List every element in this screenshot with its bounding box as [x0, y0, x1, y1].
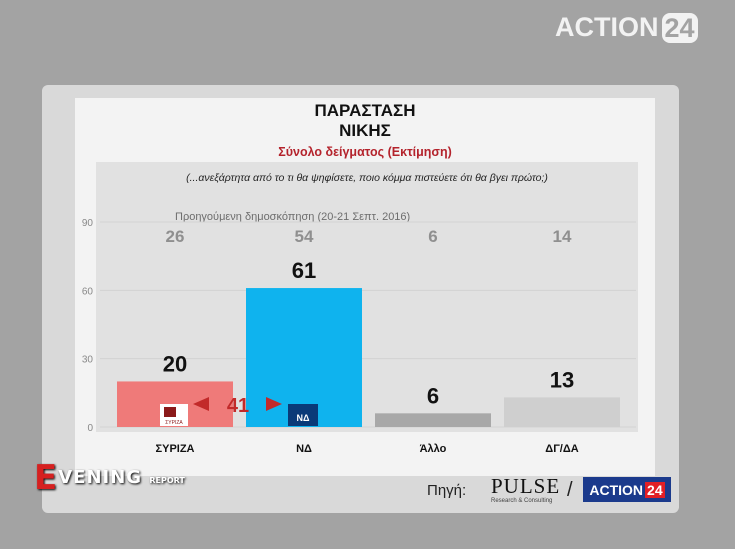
previous-value-label: 6	[428, 227, 437, 246]
previous-value-label: 54	[295, 227, 314, 246]
previous-value-label: 14	[553, 227, 572, 246]
action24-logo: ACTION 24	[583, 477, 671, 502]
y-tick-label: 60	[82, 286, 94, 297]
y-tick-label: 90	[82, 218, 94, 229]
y-tick-label: 30	[82, 355, 94, 366]
gap-value: 41	[227, 395, 249, 417]
gap-indicator: 41	[193, 395, 282, 417]
bar-value-label: 6	[427, 383, 439, 408]
source-label: Πηγή:	[427, 482, 467, 499]
source-separator: /	[567, 479, 573, 501]
syriza-logo: ΣΥΡΙΖΑ	[160, 404, 188, 426]
nd-logo: ΝΔ	[288, 404, 318, 426]
syriza-logo-text: ΣΥΡΙΖΑ	[165, 420, 183, 426]
chart-subtitle: Σύνολο δείγματος (Εκτίμηση)	[278, 145, 452, 159]
gap-arrow-left	[193, 397, 209, 411]
category-label: ΔΓ/ΔΑ	[545, 443, 578, 455]
bars	[117, 288, 620, 427]
bar-2	[375, 413, 491, 427]
bar-1	[246, 288, 362, 427]
previous-value-label: 26	[166, 227, 185, 246]
nd-logo-text: ΝΔ	[297, 413, 310, 423]
bar-value-label: 20	[163, 351, 187, 376]
pulse-subtitle: Research & Consulting	[491, 498, 553, 504]
category-label: ΝΔ	[296, 443, 312, 455]
bar-3	[504, 397, 620, 427]
syriza-logo-mark	[164, 407, 176, 417]
previous-poll-label: Προηγούμενη δημοσκόπηση (20-21 Σεπτ. 201…	[175, 211, 411, 223]
bar-value-label: 61	[292, 258, 316, 283]
y-tick-label: 0	[87, 423, 93, 434]
chart-title-line2: ΝΙΚΗΣ	[339, 121, 391, 140]
pulse-logo: PULSE	[491, 474, 561, 498]
survey-question: (...ανεξάρτητα από το τι θα ψηφίσετε, πο…	[186, 172, 548, 184]
chart-title-line1: ΠΑΡΑΣΤΑΣΗ	[314, 101, 416, 120]
labels: 0 30 60 90 20 26 ΣΥΡΙΖΑ 61 54 ΝΔ 6 6 Άλλο 13 14 ΔΓ/ΔΑ ΣΥ…	[82, 218, 579, 455]
bar-value-label: 13	[550, 367, 574, 392]
nd-logo-bg	[288, 404, 318, 426]
gap-arrow-right	[266, 397, 282, 411]
evening-report-logo: EVENING REPORT	[34, 458, 185, 498]
category-label: ΣΥΡΙΖΑ	[156, 443, 195, 455]
channel-logo: ACTION 24	[555, 12, 698, 43]
category-label: Άλλο	[420, 443, 447, 455]
